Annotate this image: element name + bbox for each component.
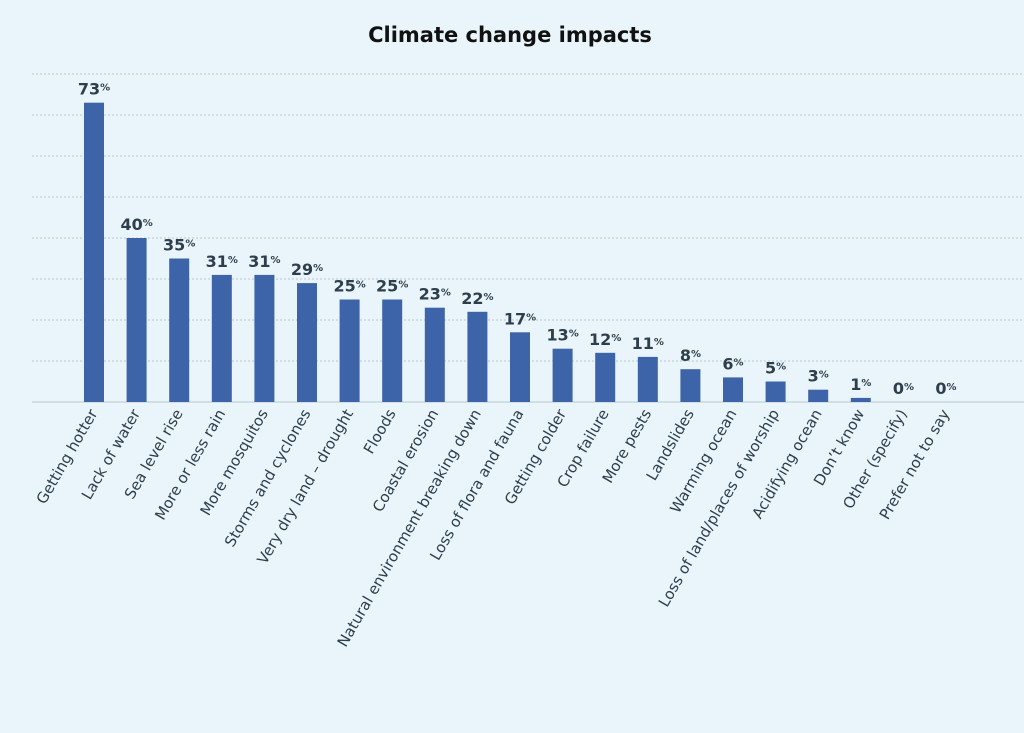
data-label: 3% (808, 367, 829, 386)
data-label: 12% (589, 330, 621, 349)
bar (382, 299, 403, 402)
data-label: 0% (893, 379, 914, 398)
data-label: 17% (504, 309, 536, 328)
bar (297, 283, 317, 402)
bar (126, 238, 147, 402)
bar (424, 307, 445, 402)
data-label: 22% (461, 289, 493, 308)
data-label: 73% (78, 80, 110, 99)
bar (211, 274, 232, 402)
data-label: 25% (376, 277, 408, 296)
data-label: 40% (120, 215, 152, 234)
data-label: 29% (291, 260, 323, 279)
data-label: 11% (632, 334, 664, 353)
data-label: 1% (850, 375, 871, 394)
bar (765, 381, 786, 402)
bar (339, 299, 360, 402)
bar (254, 274, 275, 402)
data-labels: 73% 40% 35% 31% 31% 29% 25% 25% 23% 22% 17% 13% 12% 1… (78, 80, 957, 398)
bar (510, 332, 530, 402)
data-label: 35% (163, 236, 195, 255)
bar (808, 389, 829, 402)
bar (637, 356, 658, 402)
bar (84, 102, 104, 402)
bar (552, 348, 573, 402)
bar (595, 352, 616, 402)
category-label: Floods (360, 406, 400, 457)
bar (850, 397, 871, 402)
bar (680, 369, 701, 402)
bar (467, 311, 488, 402)
data-label: 0% (935, 379, 956, 398)
data-label: 25% (333, 277, 365, 296)
data-label: 31% (206, 252, 238, 271)
gridlines (32, 73, 1024, 403)
chart-title: Climate change impacts (368, 23, 652, 47)
bars (84, 102, 871, 402)
data-label: 8% (680, 346, 701, 365)
data-label: 5% (765, 359, 786, 378)
data-label: 31% (248, 252, 280, 271)
bar (169, 258, 190, 402)
data-label: 13% (546, 326, 578, 345)
bar (723, 377, 743, 402)
data-label: 23% (419, 285, 451, 304)
data-label: 6% (722, 354, 743, 373)
